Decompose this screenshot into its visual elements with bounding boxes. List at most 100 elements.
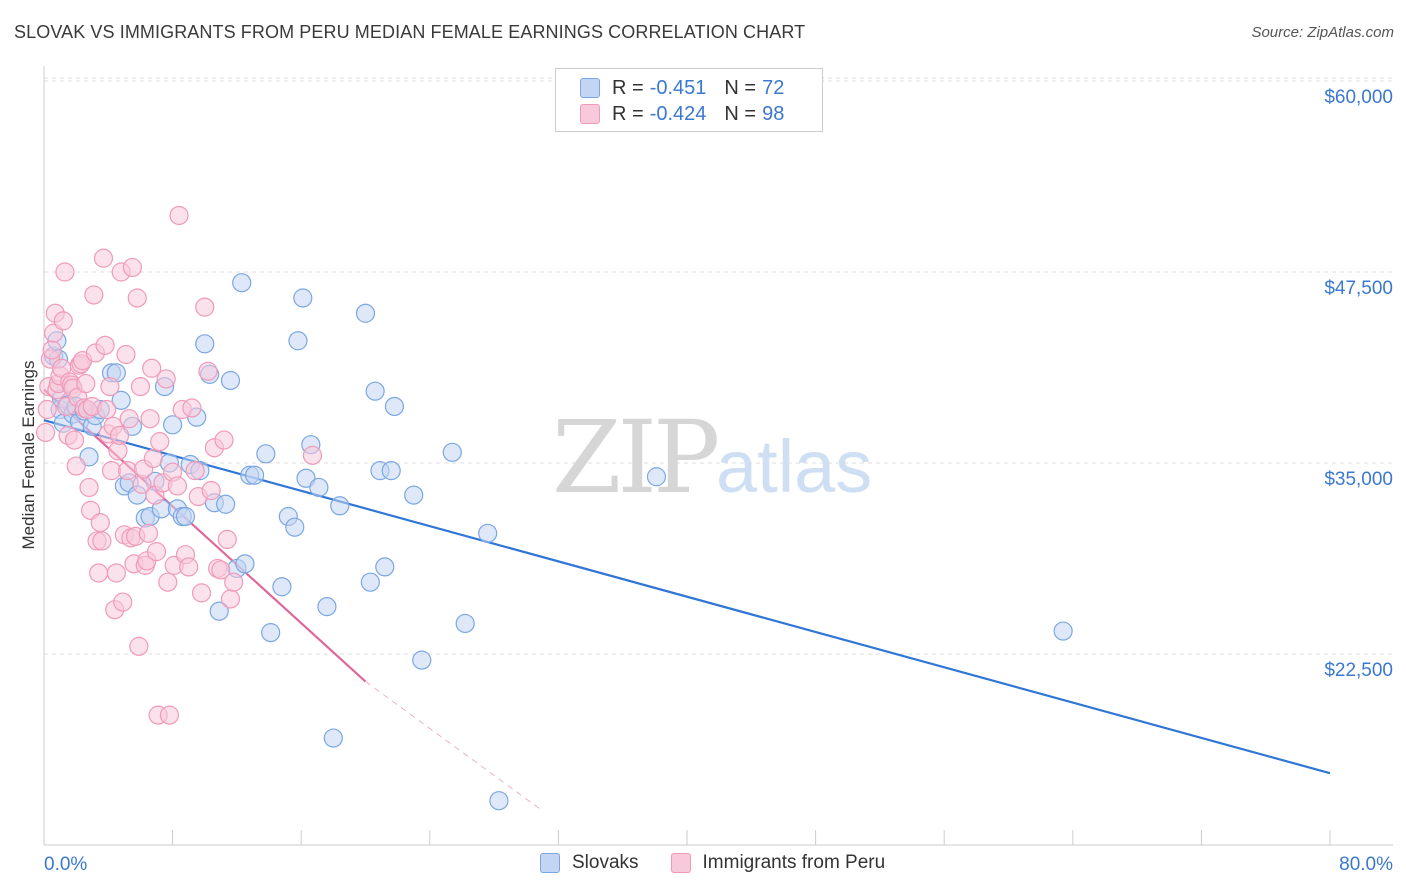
trend-line-peru-extension xyxy=(365,681,540,809)
point-peru xyxy=(76,373,96,394)
point-peru xyxy=(224,572,244,592)
point-peru xyxy=(116,344,136,365)
watermark-atlas: atlas xyxy=(716,425,872,508)
legend-n-value-slovaks: 72 xyxy=(762,76,785,99)
watermark-zip: ZIP xyxy=(552,399,717,516)
point-peru xyxy=(138,523,159,543)
point-peru xyxy=(220,589,241,609)
point-slovaks xyxy=(220,370,241,391)
point-slovaks xyxy=(209,601,229,621)
point-peru xyxy=(185,461,205,481)
data-points xyxy=(36,205,1073,811)
point-peru xyxy=(191,583,212,603)
point-peru xyxy=(146,542,167,562)
point-peru xyxy=(127,288,147,308)
point-peru xyxy=(84,285,104,305)
y-axis-label: Median Female Earnings xyxy=(19,361,38,550)
point-peru xyxy=(167,476,188,496)
point-peru xyxy=(214,430,234,450)
point-slovaks xyxy=(232,273,252,293)
bottom-legend-swatch-peru xyxy=(670,853,691,873)
point-slovaks xyxy=(384,396,405,417)
point-slovaks xyxy=(455,613,475,634)
point-peru xyxy=(211,560,231,580)
point-peru xyxy=(122,257,143,278)
y-tick-label: $60,000 xyxy=(1324,87,1393,108)
legend-swatch-peru xyxy=(580,104,600,124)
legend-n-label: N = xyxy=(724,102,757,125)
point-peru xyxy=(117,461,138,481)
point-peru xyxy=(66,456,86,476)
bottom-legend-slovaks[interactable]: Slovaks xyxy=(540,852,639,874)
point-slovaks xyxy=(256,444,276,464)
axis-labels: $22,500 $35,000 $47,500 $60,000 0.0% 80.0% Med… xyxy=(19,87,1393,875)
point-peru xyxy=(179,557,199,577)
point-slovaks xyxy=(288,331,308,351)
legend-r-value-slovaks: -0.451 xyxy=(649,76,707,99)
point-peru xyxy=(97,399,117,420)
point-slovaks xyxy=(365,381,385,401)
point-slovaks xyxy=(175,506,196,527)
watermark: ZIP atlas xyxy=(552,399,872,516)
point-slovaks xyxy=(317,597,337,617)
legend-r-value-peru: -0.424 xyxy=(649,102,707,125)
y-tick-label: $22,500 xyxy=(1324,660,1393,681)
point-peru xyxy=(182,398,202,418)
point-slovaks xyxy=(442,442,462,462)
point-slovaks xyxy=(272,577,292,597)
point-slovaks xyxy=(489,791,509,811)
point-peru xyxy=(53,311,73,331)
point-slovaks xyxy=(261,623,281,643)
point-slovaks xyxy=(478,523,498,543)
point-peru xyxy=(64,430,85,450)
y-tick-label: $47,500 xyxy=(1324,278,1393,299)
point-slovaks xyxy=(235,554,255,574)
bottom-legend-peru[interactable]: Immigrants from Peru xyxy=(670,852,885,874)
legend-r-label: R = xyxy=(612,76,644,99)
point-slovaks xyxy=(360,572,380,592)
point-slovaks xyxy=(375,557,395,577)
point-peru xyxy=(100,377,120,397)
point-peru xyxy=(130,377,151,397)
point-peru xyxy=(159,705,179,725)
point-peru xyxy=(150,432,170,452)
point-peru xyxy=(129,636,149,656)
point-peru xyxy=(169,205,189,226)
point-peru xyxy=(89,563,109,583)
point-peru xyxy=(92,531,112,551)
point-peru xyxy=(79,477,99,498)
point-slovaks xyxy=(195,334,215,354)
chart-title: SLOVAK VS IMMIGRANTS FROM PERU MEDIAN FE… xyxy=(14,22,806,42)
legend-swatch-slovaks xyxy=(580,78,600,98)
x-tick-label-left: 0.0% xyxy=(44,854,87,875)
point-peru xyxy=(36,422,56,443)
bottom-legend: Slovaks Immigrants from Peru xyxy=(540,852,917,874)
x-tick-label-right: 80.0% xyxy=(1339,854,1393,875)
point-slovaks xyxy=(111,390,131,410)
point-peru xyxy=(119,409,139,429)
point-peru xyxy=(90,512,110,533)
point-slovaks xyxy=(330,496,350,516)
bottom-legend-swatch-slovaks xyxy=(540,853,560,873)
point-peru xyxy=(113,592,133,612)
chart-source: Source: ZipAtlas.com xyxy=(1251,24,1394,41)
point-peru xyxy=(201,480,221,501)
point-peru xyxy=(95,335,115,355)
point-slovaks xyxy=(216,494,236,514)
point-peru xyxy=(140,409,160,429)
axes xyxy=(43,66,1393,846)
point-peru xyxy=(143,448,163,469)
legend-n-label: N = xyxy=(724,76,757,99)
point-peru xyxy=(109,425,130,446)
point-slovaks xyxy=(323,728,343,748)
legend-row-slovaks: R = -0.451 N = 72 xyxy=(580,75,784,101)
point-peru xyxy=(42,340,62,360)
point-slovaks xyxy=(412,650,432,670)
point-peru xyxy=(302,445,323,465)
point-peru xyxy=(142,358,162,378)
legend-n-value-peru: 98 xyxy=(762,102,785,125)
point-slovaks xyxy=(244,465,265,485)
y-tick-label: $35,000 xyxy=(1324,469,1393,490)
legend-r-label: R = xyxy=(612,102,644,125)
